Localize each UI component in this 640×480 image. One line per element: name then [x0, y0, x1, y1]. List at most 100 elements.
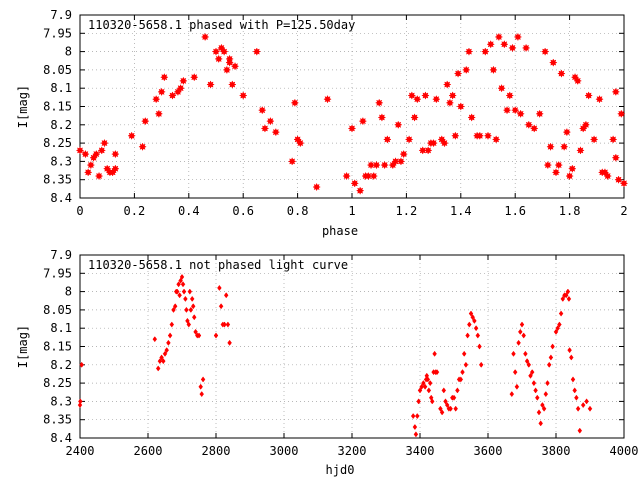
y-tick-label: 8 [65, 285, 72, 299]
data-point [477, 343, 482, 350]
data-point [554, 160, 563, 170]
data-point [555, 325, 560, 332]
y-tick-label: 8.05 [43, 63, 72, 77]
data-point [570, 376, 576, 383]
data-point [567, 347, 572, 354]
y-tick-label: 8 [65, 45, 72, 59]
data-point [541, 405, 547, 412]
data-point [463, 361, 469, 368]
data-point [472, 317, 477, 324]
data-point [214, 54, 223, 64]
data-point [508, 43, 517, 53]
data-point [176, 83, 185, 93]
data-point [429, 138, 438, 148]
data-point [540, 402, 545, 409]
data-point [419, 383, 424, 390]
data-point [557, 69, 566, 78]
data-point [193, 328, 198, 335]
data-point [439, 409, 445, 416]
data-point [422, 383, 428, 390]
data-point [369, 171, 378, 181]
y-axis-label: I[mag] [16, 85, 30, 128]
data-point [141, 116, 150, 126]
data-point [460, 369, 465, 376]
data-point [222, 65, 232, 75]
x-axis-label: hjd0 [326, 463, 355, 477]
data-point [584, 398, 589, 405]
data-point [577, 427, 583, 434]
x-tick-label: 0 [76, 204, 83, 218]
data-point [451, 131, 460, 141]
data-point [481, 47, 490, 56]
data-point [502, 105, 512, 115]
data-point [584, 91, 593, 100]
data-point [511, 350, 516, 357]
data-point [619, 179, 629, 188]
data-point [296, 138, 305, 148]
data-point [412, 424, 418, 431]
data-point [418, 146, 427, 155]
data-point [543, 160, 553, 170]
data-point [421, 91, 430, 100]
data-point [563, 292, 569, 299]
data-point [154, 109, 164, 119]
data-point [413, 94, 422, 104]
plot-title: 110320-5658.1 not phased light curve [88, 258, 348, 272]
data-point [111, 164, 120, 173]
data-point [443, 398, 448, 405]
data-point [595, 94, 604, 104]
data-point [526, 361, 532, 368]
y-tick-label: 8.15 [43, 100, 72, 114]
data-point [538, 420, 543, 427]
data-point [97, 146, 106, 155]
data-point [407, 91, 417, 100]
data-point [521, 332, 526, 339]
data-point [94, 171, 104, 181]
data-point [358, 116, 368, 126]
data-point [377, 113, 387, 122]
data-point [92, 149, 101, 159]
data-point [470, 314, 475, 321]
data-point [546, 361, 552, 368]
data-point [540, 47, 550, 56]
data-point [227, 339, 232, 346]
data-point [179, 273, 185, 280]
y-tick-label: 8.05 [43, 303, 72, 317]
data-point [228, 80, 237, 89]
y-tick-label: 7.95 [43, 266, 72, 280]
data-point [410, 113, 419, 122]
data-point [290, 98, 300, 108]
data-point [524, 120, 534, 130]
data-point [530, 124, 539, 133]
x-tick-label: 2400 [66, 444, 95, 458]
data-point [551, 168, 561, 177]
data-point [83, 168, 93, 177]
data-point [461, 350, 467, 357]
data-point [519, 321, 525, 328]
data-point [614, 175, 623, 184]
data-point [565, 171, 574, 181]
data-point [611, 153, 621, 162]
data-point [127, 131, 136, 141]
data-point [536, 409, 542, 416]
data-point [176, 281, 181, 288]
data-point [566, 295, 572, 302]
data-point [473, 325, 479, 332]
data-point [444, 402, 450, 409]
x-axis-label: phase [322, 224, 358, 238]
x-tick-label: 0.4 [178, 204, 200, 218]
data-point [483, 131, 493, 141]
data-point [81, 149, 90, 159]
data-point [465, 332, 470, 339]
y-tick-label: 8.25 [43, 376, 72, 390]
data-point [191, 314, 197, 321]
data-point [451, 394, 457, 401]
data-point [230, 62, 240, 71]
y-tick-label: 8.4 [50, 191, 72, 205]
data-point [559, 142, 569, 151]
data-point [521, 43, 531, 53]
data-point [432, 350, 437, 357]
data-point [486, 40, 495, 49]
y-tick-label: 8.4 [50, 431, 72, 445]
